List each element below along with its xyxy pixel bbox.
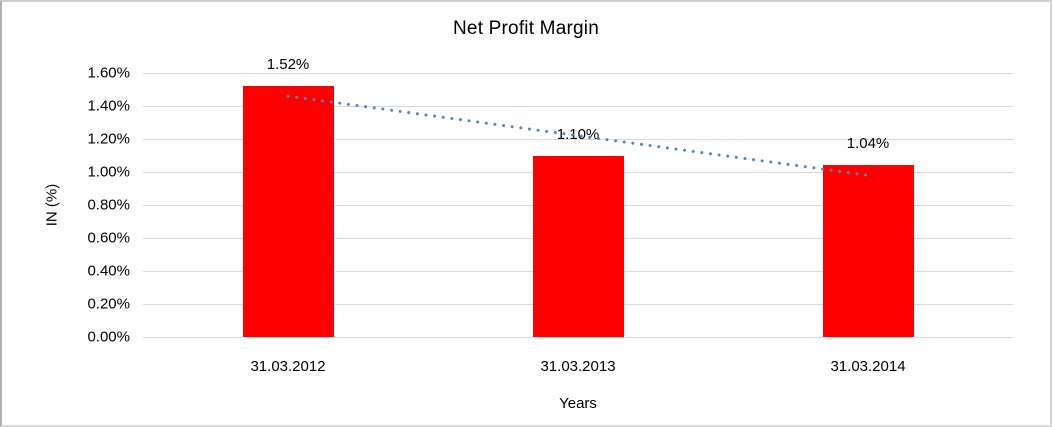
bar-value-label: 1.52% [266,56,310,74]
bar-value-label: 1.04% [846,135,890,153]
x-axis-tick-label: 31.03.2012 [250,358,326,375]
y-axis-tick-label: 0.40% [87,262,130,280]
y-axis-tick-label: 0.60% [87,229,130,247]
chart-title: Net Profit Margin [453,18,599,39]
x-axis-title: Years [559,395,597,412]
y-axis-tick-label: 1.60% [87,64,130,82]
y-axis-tick-label: 1.20% [87,130,130,148]
x-axis-tick-label: 31.03.2013 [540,358,616,375]
gridline [143,73,1013,74]
bar [242,86,334,337]
y-axis-tick-label: 1.00% [87,163,130,181]
gridline [143,337,1013,338]
bar [822,165,914,337]
bar [532,155,624,337]
x-axis-tick-label: 31.03.2014 [830,358,906,375]
bar-value-label: 1.10% [556,125,600,143]
y-axis-tick-label: 1.40% [87,97,130,115]
y-axis-tick-label: 0.80% [87,196,130,214]
y-axis-tick-label: 0.20% [87,295,130,313]
y-axis-tick-label: 0.00% [87,328,130,346]
